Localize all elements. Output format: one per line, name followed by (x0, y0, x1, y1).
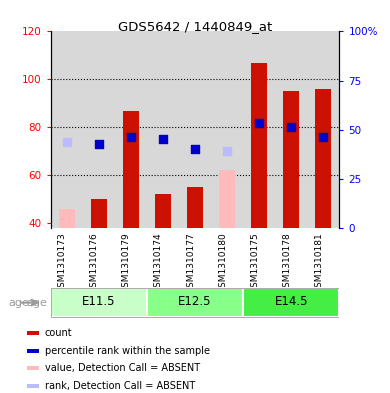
Point (256, 119, 262, 126)
Bar (59, 209, 75, 228)
Text: GSM1310176: GSM1310176 (90, 233, 99, 294)
Bar (115, 31, 147, 228)
Point (96, 141, 102, 147)
Bar (147, 31, 179, 228)
Point (64, 138, 70, 145)
Text: E14.5: E14.5 (275, 296, 308, 309)
Text: GSM1310180: GSM1310180 (218, 233, 227, 294)
Text: percentile rank within the sample: percentile rank within the sample (45, 345, 210, 356)
Point (192, 146, 198, 152)
Bar (27, 384, 39, 388)
Bar (243, 288, 339, 317)
Point (224, 148, 230, 154)
Bar (83, 31, 115, 228)
Text: GSM1310181: GSM1310181 (314, 233, 323, 294)
Bar (51, 31, 83, 228)
Bar (243, 31, 275, 228)
Text: E12.5: E12.5 (178, 296, 212, 309)
Bar (315, 89, 331, 228)
Point (320, 134, 326, 140)
Point (160, 136, 166, 142)
Text: GSM1310179: GSM1310179 (122, 233, 131, 294)
Bar (211, 31, 243, 228)
Bar (219, 171, 235, 228)
Bar (251, 62, 267, 228)
Bar (27, 366, 39, 370)
Bar (27, 349, 39, 353)
Bar (187, 187, 203, 228)
Text: value, Detection Call = ABSENT: value, Detection Call = ABSENT (45, 363, 200, 373)
Bar (27, 331, 39, 335)
Bar (51, 288, 147, 317)
Text: GSM1310177: GSM1310177 (186, 233, 195, 294)
Bar (155, 195, 171, 228)
Text: age: age (26, 298, 47, 308)
Text: age: age (8, 298, 29, 308)
Bar (283, 91, 299, 228)
Text: GSM1310174: GSM1310174 (154, 233, 163, 293)
Bar (91, 199, 107, 228)
Text: rank, Detection Call = ABSENT: rank, Detection Call = ABSENT (45, 381, 195, 391)
Point (128, 134, 134, 140)
Text: GSM1310178: GSM1310178 (282, 233, 291, 294)
Point (288, 124, 294, 130)
Text: GDS5642 / 1440849_at: GDS5642 / 1440849_at (118, 20, 272, 33)
Text: GSM1310175: GSM1310175 (250, 233, 259, 294)
Bar (123, 110, 139, 228)
Bar (307, 31, 339, 228)
Text: count: count (45, 328, 72, 338)
Bar (275, 31, 307, 228)
Text: GSM1310173: GSM1310173 (58, 233, 67, 294)
Bar (147, 288, 243, 317)
Text: E11.5: E11.5 (82, 296, 115, 309)
Bar (179, 31, 211, 228)
